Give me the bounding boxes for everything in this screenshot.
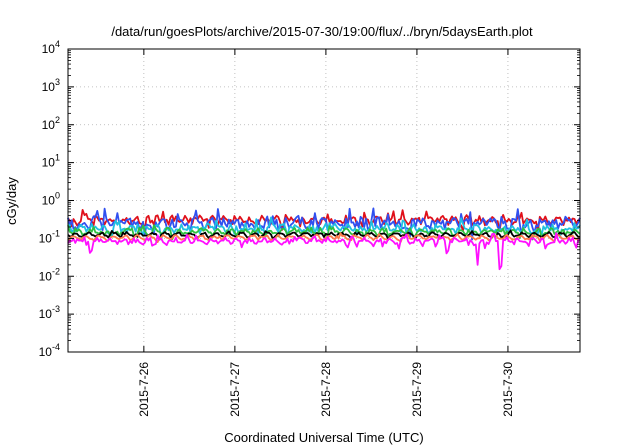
x-tick-label: 2015-7-29 xyxy=(410,362,424,417)
y-tick-label: 102 xyxy=(42,115,60,132)
x-tick-label: 2015-7-26 xyxy=(137,362,151,417)
series-line-6 xyxy=(67,232,581,271)
x-tick-label: 2015-7-30 xyxy=(501,362,515,417)
y-tick-label: 10-4 xyxy=(39,342,60,359)
y-tick-label: 10-2 xyxy=(39,266,60,283)
x-tick-label: 2015-7-28 xyxy=(319,362,333,417)
y-tick-label: 10-1 xyxy=(39,228,60,245)
series-group xyxy=(67,207,581,271)
y-tick-label: 104 xyxy=(42,39,60,56)
y-axis: 10-4 10-3 10-2 10-1 100 101 102 103 104 xyxy=(39,39,580,359)
y-tick-label: 10-3 xyxy=(39,304,60,321)
chart-title: /data/run/goesPlots/archive/2015-07-30/1… xyxy=(111,24,533,39)
x-tick-label: 2015-7-27 xyxy=(228,362,242,417)
series-line-3 xyxy=(67,224,581,241)
y-axis-title: cGy/day xyxy=(4,177,19,225)
grid-lines xyxy=(68,49,580,352)
x-axis-title: Coordinated Universal Time (UTC) xyxy=(224,430,423,445)
y-tick-label: 100 xyxy=(42,191,60,208)
y-tick-label: 101 xyxy=(42,153,60,170)
y-tick-label: 103 xyxy=(42,77,60,94)
series-line-1 xyxy=(67,207,581,241)
x-axis: 2015-7-26 2015-7-27 2015-7-28 2015-7-29 2015… xyxy=(137,49,515,417)
